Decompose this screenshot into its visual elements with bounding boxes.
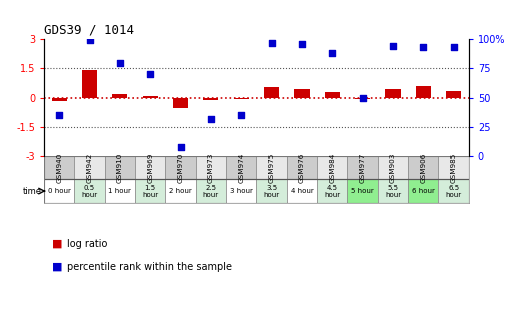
Bar [135, 156, 165, 180]
Bar [82, 70, 97, 98]
Text: GSM906: GSM906 [420, 152, 426, 183]
Text: 2.5
hour: 2.5 hour [203, 184, 219, 198]
Text: GSM910: GSM910 [117, 152, 123, 183]
Bar [317, 180, 348, 203]
Point [389, 43, 397, 49]
Point [116, 60, 124, 65]
Text: GDS39 / 1014: GDS39 / 1014 [44, 24, 134, 37]
Text: GSM940: GSM940 [56, 152, 62, 183]
Bar [105, 156, 135, 180]
Text: GSM942: GSM942 [87, 152, 93, 183]
Point [267, 40, 276, 45]
Point [146, 72, 154, 77]
Bar [75, 180, 105, 203]
Text: 3.5
hour: 3.5 hour [264, 184, 280, 198]
Bar [44, 156, 75, 180]
Point [419, 45, 427, 50]
Text: percentile rank within the sample: percentile rank within the sample [67, 262, 233, 272]
Bar [44, 180, 469, 203]
Text: GSM970: GSM970 [178, 152, 183, 183]
Text: GSM903: GSM903 [390, 152, 396, 183]
Point [237, 112, 246, 118]
Text: log ratio: log ratio [67, 239, 108, 249]
Text: 0.5
hour: 0.5 hour [81, 184, 97, 198]
Bar [378, 156, 408, 180]
Bar [256, 180, 287, 203]
Bar [112, 94, 127, 98]
Bar [135, 180, 165, 203]
Text: 4 hour: 4 hour [291, 188, 313, 194]
Point [55, 112, 63, 118]
Bar [44, 180, 75, 203]
Text: 0 hour: 0 hour [48, 188, 70, 194]
Bar [438, 180, 469, 203]
Text: GSM977: GSM977 [359, 152, 366, 183]
Text: 6 hour: 6 hour [412, 188, 435, 194]
Bar [196, 156, 226, 180]
Bar [317, 156, 348, 180]
Text: 3 hour: 3 hour [230, 188, 253, 194]
Text: 5.5
hour: 5.5 hour [385, 184, 401, 198]
Text: 4.5
hour: 4.5 hour [324, 184, 340, 198]
Text: GSM985: GSM985 [451, 152, 457, 183]
Text: 1 hour: 1 hour [108, 188, 132, 194]
Text: 2 hour: 2 hour [169, 188, 192, 194]
Bar [75, 156, 105, 180]
Point [298, 41, 306, 46]
Bar [438, 156, 469, 180]
Point [450, 45, 458, 50]
Bar [165, 180, 196, 203]
Bar [173, 98, 188, 108]
Text: GSM974: GSM974 [238, 152, 244, 183]
Bar [348, 180, 378, 203]
Bar [294, 89, 310, 98]
Bar [348, 156, 378, 180]
Bar [287, 180, 317, 203]
Text: GSM973: GSM973 [208, 152, 214, 183]
Text: ■: ■ [52, 262, 62, 272]
Text: 6.5
hour: 6.5 hour [445, 184, 462, 198]
Bar [408, 156, 438, 180]
Bar [52, 98, 67, 100]
Bar [446, 91, 461, 98]
Bar [287, 156, 317, 180]
Text: time: time [23, 187, 41, 196]
Bar [355, 98, 370, 99]
Bar [165, 156, 196, 180]
Text: 5 hour: 5 hour [351, 188, 374, 194]
Point [328, 51, 336, 56]
Point [85, 38, 94, 43]
Text: GSM984: GSM984 [329, 152, 335, 183]
Text: GSM975: GSM975 [268, 152, 275, 183]
Bar [196, 180, 226, 203]
Bar [226, 180, 256, 203]
Bar [264, 87, 279, 98]
Bar [142, 96, 158, 98]
Bar [234, 98, 249, 99]
Bar [44, 156, 469, 180]
Bar [325, 92, 340, 98]
Bar [226, 156, 256, 180]
Bar [203, 98, 219, 100]
Bar [105, 180, 135, 203]
Text: ■: ■ [52, 239, 62, 249]
Bar [408, 180, 438, 203]
Text: GSM976: GSM976 [299, 152, 305, 183]
Point [177, 144, 185, 149]
Point [207, 116, 215, 121]
Point [358, 95, 367, 100]
Bar [385, 89, 400, 98]
Bar [378, 180, 408, 203]
Bar [415, 86, 431, 98]
Bar [256, 156, 287, 180]
Text: GSM969: GSM969 [147, 152, 153, 183]
Text: 1.5
hour: 1.5 hour [142, 184, 159, 198]
